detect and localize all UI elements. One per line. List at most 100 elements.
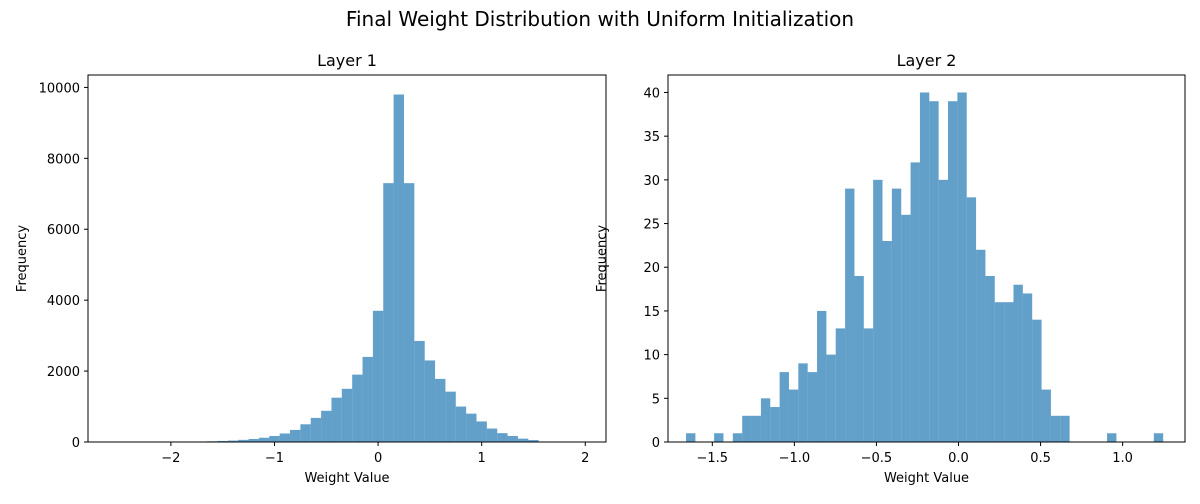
layer-1-histogram-bar [497,433,508,442]
layer-1-histogram-bar [352,374,363,442]
layer-2-histogram-bar [826,354,836,442]
layer-2-histogram-bar [985,275,995,442]
layer-2-histogram-bar [976,249,986,442]
layer-1-histogram-bar [248,438,259,442]
layer-2-histogram-bar [1022,293,1033,442]
layer-1-histogram-bar [414,340,425,442]
layer-2-histogram-bar [742,415,752,442]
layer-1-histogram-bar [300,424,311,442]
layer-2-histogram-bar [770,407,780,442]
layer-2-title: Layer 2 [897,51,957,70]
layer-1-x-tick-label: 0 [374,451,382,466]
layer-2-histogram-bar [938,179,949,443]
layer-1-y-axis-label: Frequency [15,225,30,292]
layer-1-histogram-bar [341,388,353,442]
layer-2-y-tick-label: 0 [652,436,660,451]
layer-2-histogram-bar [798,363,808,442]
layer-2-histogram-bar [760,398,771,442]
layer-2-x-tick-label: 1.0 [1112,451,1133,466]
layer-2-axes-frame [667,74,1186,443]
layer-1-histogram-bar [331,397,342,442]
layer-2-y-tick-label: 20 [643,261,660,276]
layer-2-y-tick-label: 15 [643,305,660,320]
layer-2-y-axis-label: Frequency [595,225,610,292]
layer-1-y-tick-label: 4000 [47,294,80,309]
layer-1-histogram-bar [424,360,436,442]
layer-2-histogram-bar [1060,415,1070,442]
layer-2-x-tick-label: −1.5 [697,451,729,466]
layer-2-histogram-bar [779,372,789,442]
layer-2-histogram-bar [1041,389,1051,442]
figure-title: Final Weight Distribution with Uniform I… [346,7,854,31]
layer-2-x-tick-label: 0.0 [948,451,969,466]
layer-2-x-tick-label: −0.5 [861,451,893,466]
layer-1-histogram-bar [466,413,477,442]
layer-1-histogram-bar [279,433,291,442]
layer-2-histogram-bar [910,162,920,442]
layer-2-histogram-bar [891,188,902,442]
layer-2-y-tick-label: 5 [652,392,660,407]
layer-1-histogram-bar [310,417,322,442]
layer-2-axes: −1.5 −1.0 −0.5 0.0 0.5 1.0 0 5 10 15 20 25 30 35 40 Lay… [595,51,1186,486]
layer-2-histogram-bar [1050,415,1061,442]
layer-1-histogram-bar [486,428,498,442]
layer-2-x-tick-label: 0.5 [1030,451,1051,466]
layer-2-histogram-bar [882,241,892,442]
layer-2-histogram-bar [901,214,911,442]
layer-1-axes-frame [87,74,607,443]
layer-1-histogram-bar [393,94,404,442]
layer-2-x-axis-label: Weight Value [884,471,969,486]
layer-1-x-axis-label: Weight Value [304,471,389,486]
layer-2-histogram-bar [714,433,724,442]
layer-2-histogram-bar [732,433,743,442]
layer-1-histogram-bar [258,437,270,442]
layer-2-x-tick-label: −1.0 [779,451,811,466]
layer-1-y-tick-label: 10000 [39,81,80,96]
layer-1-x-tick-label: −1 [265,451,284,466]
layer-1-histogram-bar [362,356,373,442]
layer-1-y-tick-label: 8000 [47,152,80,167]
layer-2-histogram-bar [873,179,883,443]
layer-1-y-tick-label: 0 [72,436,80,451]
layer-1-histogram-bar [528,440,539,442]
layer-2-histogram-bar [1013,284,1023,442]
layer-2-histogram-bar [948,101,958,443]
layer-2-histogram-bar [1032,319,1042,442]
layer-1-histogram-bar [238,439,249,442]
layer-1-histogram-bar [227,440,239,442]
layer-2-histogram-bar [1153,433,1164,442]
layer-2-histogram-bar [845,188,855,442]
layer-1-axes: −2 −1 0 1 2 0 2000 4000 6000 8000 10000 Layer 1 Weig… [15,51,607,486]
layer-2-histogram-bar [919,92,930,442]
layer-1-histogram-bar [383,183,394,442]
layer-2-histogram-bar [929,101,939,443]
layer-2-histogram-bar [854,275,864,442]
layer-2-y-tick-label: 40 [643,86,660,101]
layer-2-histogram-bar [1004,302,1014,442]
layer-1-x-tick-label: 1 [478,451,486,466]
layer-2-y-tick-label: 30 [643,174,660,189]
layer-2-histogram-bar [994,302,1005,442]
layer-1-title: Layer 1 [317,51,377,70]
layer-2-histogram-bar [835,328,846,442]
layer-2-histogram-bar [807,372,818,442]
layer-1-histogram-bar [507,435,518,442]
layer-2-histogram-bar [863,328,874,442]
layer-1-histogram-bar [269,435,280,442]
layer-1-y-tick-label: 2000 [47,365,80,380]
layer-1-histogram-bar [372,310,384,442]
layer-1-histogram-bar [476,421,487,442]
layer-2-histogram-bar [686,433,696,442]
layer-2-histogram-bar [1107,433,1117,442]
layer-2-y-tick-label: 25 [643,218,660,233]
layer-1-histogram-bar [217,440,228,442]
layer-1-histogram-bar [321,410,332,442]
layer-2-histogram-bar [817,310,827,442]
layer-2-y-tick-label: 35 [643,130,660,145]
layer-2-histogram-bar [788,389,799,442]
layer-1-histogram-bar [403,183,415,442]
layer-1-histogram-bar [435,378,446,442]
layer-2-y-tick-label: 10 [643,349,660,364]
